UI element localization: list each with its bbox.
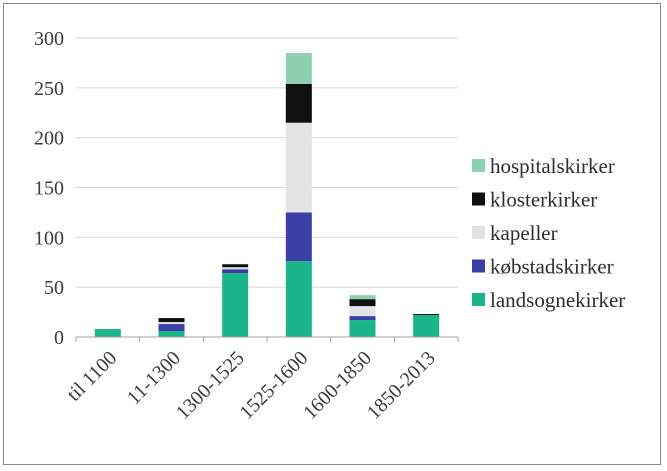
x-tick-label: 1525-1600: [236, 347, 313, 424]
y-tick-label: 200: [34, 128, 64, 150]
legend-swatch: [472, 192, 485, 206]
chart-frame: [3, 3, 661, 465]
bar-segment: [222, 269, 249, 274]
legend-label: hospitalskirker: [490, 154, 615, 178]
legend-label: klosterkirker: [490, 188, 597, 212]
y-tick-label: 100: [34, 227, 64, 249]
bar-segment: [94, 329, 121, 337]
legend-swatch: [472, 226, 485, 239]
y-tick-label: 300: [34, 28, 64, 50]
bars: [94, 52, 440, 337]
gridlines: [76, 37, 458, 288]
x-tick-label: til 1100: [63, 347, 122, 406]
bar-segment: [285, 122, 312, 213]
bar-segment: [285, 261, 312, 337]
x-tick-label: 1600-1850: [299, 347, 376, 424]
bar-segment: [413, 315, 440, 337]
bar-segment: [349, 320, 376, 337]
y-tick-label: 50: [44, 277, 64, 299]
bar-segment: [349, 306, 376, 317]
x-tick-label: 1300-1525: [172, 347, 249, 424]
bar-segment: [349, 316, 376, 321]
legend-swatch: [472, 293, 485, 306]
bar-segment: [222, 273, 249, 337]
x-tick-label: 1850-2013: [363, 347, 440, 424]
x-tick-label: 11-1300: [123, 347, 185, 409]
y-tick-label: 150: [34, 178, 64, 200]
bar-segment: [285, 212, 312, 262]
legend-label: købstadskirker: [490, 255, 614, 279]
bar-segment: [158, 324, 185, 332]
bar-segment: [222, 267, 249, 270]
bar-segment: [285, 83, 312, 123]
bar-segment: [285, 52, 312, 84]
bar-segment: [158, 318, 185, 323]
legend-label: landsognekirker: [490, 288, 625, 312]
legend-label: kapeller: [490, 221, 558, 245]
legend: hospitalskirker klosterkirker kapeller købs…: [472, 154, 625, 312]
bar-segment: [222, 264, 249, 268]
bar-segment: [349, 295, 376, 300]
bar-segment: [349, 299, 376, 307]
legend-swatch: [472, 259, 485, 273]
y-tick-label: 250: [34, 78, 64, 100]
bar-segment: [158, 322, 185, 325]
bar-segment: [158, 331, 185, 337]
bar-segment: [413, 314, 440, 316]
legend-swatch: [472, 159, 485, 172]
y-tick-label: 0: [54, 327, 64, 349]
